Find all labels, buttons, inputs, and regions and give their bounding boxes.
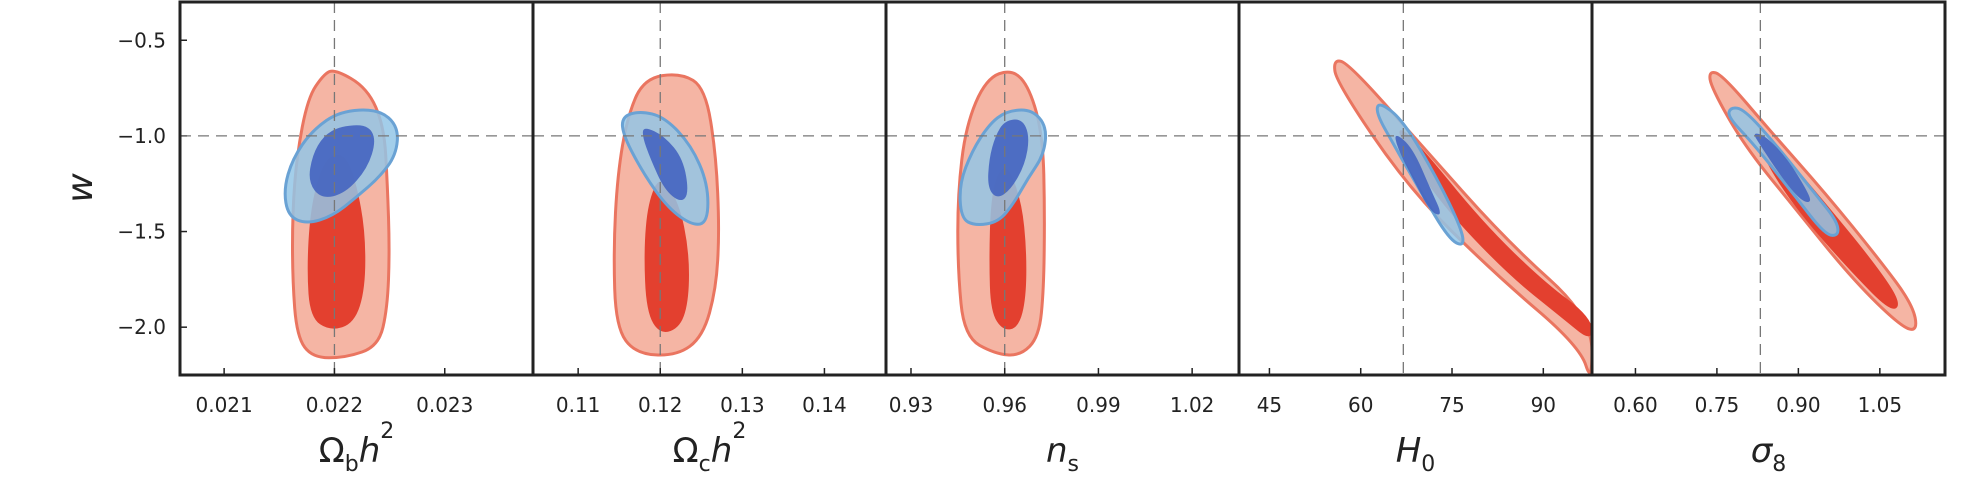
x-tick-label: 0.96: [982, 393, 1027, 417]
x-axis-label-sub: 0: [1421, 452, 1435, 477]
x-tick-label: 0.023: [416, 393, 473, 417]
panel-2: 0.11 0.12 0.13 0.14 Ωch2: [531, 0, 888, 477]
panel-plot-area: [1239, 2, 1592, 375]
x-axis-label-sub: s: [1068, 452, 1079, 477]
y-tick-label: −2.0: [117, 315, 166, 339]
x-tick-label: 0.11: [556, 393, 601, 417]
x-tick-label: 90: [1531, 393, 1556, 417]
x-tick-label: 0.13: [720, 393, 765, 417]
x-axis-label-sub: 8: [1772, 452, 1786, 477]
x-axis-label-sub: b: [345, 452, 359, 477]
blue-inner-contour: [1395, 135, 1440, 215]
x-axis-label-sub: c: [699, 452, 711, 477]
y-axis-ticks: −0.5 −1.0 −1.5 −2.0: [117, 28, 187, 339]
x-tick-label: 0.90: [1776, 393, 1821, 417]
panel-plot-area: [180, 2, 533, 375]
x-axis-label: Ωbh2: [319, 419, 395, 477]
panel-3: 0.93 0.96 0.99 1.02 ns: [884, 0, 1241, 477]
x-axis-label: Ωch2: [673, 419, 747, 477]
blue-inner-contour: [988, 119, 1029, 197]
x-tick-label: 0.021: [195, 393, 252, 417]
x-tick-label: 0.12: [638, 393, 683, 417]
x-axis-label-sup: 2: [380, 419, 394, 444]
x-tick-label: 0.99: [1076, 393, 1121, 417]
blue-inner-contour: [1754, 133, 1811, 203]
x-axis-label-tail: h: [359, 431, 381, 471]
x-axis-label: σ8: [1751, 431, 1787, 477]
x-tick-label: 60: [1348, 393, 1373, 417]
panel-plot-area: [533, 2, 886, 375]
x-tick-label: 45: [1257, 393, 1282, 417]
panel-4: 45 60 75 90 H0: [1237, 0, 1594, 477]
y-tick-label: −1.5: [117, 220, 166, 244]
x-axis-label: ns: [1046, 431, 1079, 477]
y-tick-label: −1.0: [117, 124, 166, 148]
panel-plot-area: [1592, 2, 1945, 375]
x-tick-label: 0.93: [889, 393, 934, 417]
x-axis-label-main: Ω: [673, 431, 699, 471]
red-inner-contour: [644, 181, 689, 332]
blue-inner-contour: [642, 128, 688, 201]
x-axis-label-main: σ: [1751, 431, 1774, 471]
x-axis-label: H0: [1396, 431, 1436, 477]
panel-frame: [884, 0, 1241, 377]
panel-1: 0.021 0.022 0.023 Ωbh2: [178, 0, 535, 477]
x-axis-label-tail: h: [711, 431, 733, 471]
x-tick-label: 75: [1439, 393, 1464, 417]
panel-frame: [1590, 0, 1947, 377]
y-tick-label: −0.5: [117, 28, 166, 52]
blue-inner-contour: [309, 125, 375, 197]
y-axis-label: w: [60, 173, 101, 203]
red-inner-contour: [1399, 130, 1592, 337]
x-tick-label: 0.60: [1613, 393, 1658, 417]
x-axis-label-main: n: [1046, 431, 1068, 471]
x-tick-label: 0.75: [1695, 393, 1740, 417]
panel-5: 0.60 0.75 0.90 1.05 σ8: [1590, 0, 1947, 477]
x-axis-label-main: H: [1396, 431, 1422, 471]
x-tick-label: 0.14: [802, 393, 847, 417]
x-tick-label: 1.02: [1170, 393, 1215, 417]
x-axis-label-main: Ω: [319, 431, 345, 471]
x-axis-label-sup: 2: [732, 419, 746, 444]
x-tick-label: 0.022: [306, 393, 363, 417]
panel-plot-area: [886, 2, 1239, 375]
x-tick-label: 1.05: [1858, 393, 1903, 417]
